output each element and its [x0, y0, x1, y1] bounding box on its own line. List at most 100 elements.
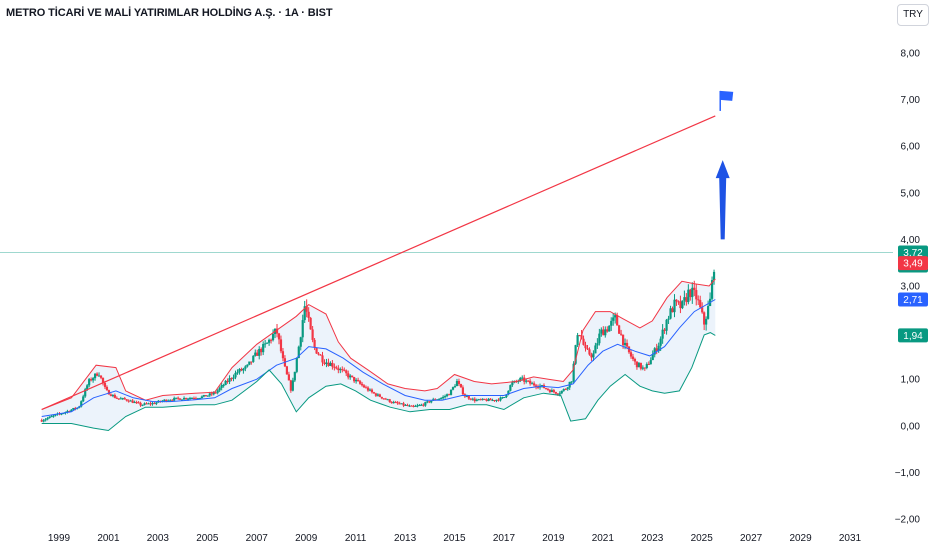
candle-body [422, 404, 425, 406]
candle-body [428, 401, 431, 403]
candle-body [97, 375, 101, 377]
candle-body [327, 362, 330, 366]
candle [129, 399, 132, 402]
candle-body [511, 382, 514, 386]
candle-body [546, 388, 550, 390]
candle [544, 387, 548, 390]
candle-body [145, 403, 148, 405]
time-axis[interactable]: 1999 2001 2003 2005 2007 2009 2011 2013 2015 2017… [48, 533, 862, 544]
candle-body [679, 301, 682, 309]
candle [155, 401, 158, 406]
candle-body [414, 405, 417, 407]
candle-body [449, 389, 453, 395]
candle-body [214, 392, 217, 394]
candle-body [614, 315, 617, 318]
candle [289, 379, 292, 393]
candle [562, 388, 565, 392]
candle [173, 396, 176, 402]
candle [639, 362, 642, 371]
candle [378, 393, 381, 398]
candle-body [663, 329, 666, 331]
candle-body [99, 375, 103, 378]
candle [414, 404, 417, 407]
candle [590, 352, 593, 361]
candle-body [560, 390, 563, 394]
candle-body [252, 355, 255, 362]
candle [349, 374, 352, 380]
candle-body [699, 300, 702, 308]
y-tick-label: 1,00 [901, 375, 921, 386]
candle-body [311, 329, 314, 340]
candle-body [155, 402, 158, 404]
candle-body [184, 398, 188, 400]
candle [529, 378, 532, 386]
candle [364, 385, 368, 389]
drawings[interactable] [0, 90, 893, 411]
candle-body [596, 343, 599, 346]
candle-body [558, 393, 561, 395]
candle-body [153, 403, 156, 405]
candle-body [426, 401, 429, 403]
candle [218, 386, 221, 393]
candle [175, 397, 178, 400]
candle-body [412, 405, 415, 407]
candle-body [84, 389, 87, 397]
candle [564, 388, 567, 391]
candle [390, 401, 393, 404]
candle [592, 350, 595, 362]
candle-body [606, 329, 609, 332]
candle-body [177, 397, 180, 399]
candle [113, 393, 116, 399]
candle [279, 335, 283, 354]
candle-body [188, 398, 192, 400]
candle [228, 375, 231, 385]
candle [471, 397, 474, 401]
candle-body [180, 399, 184, 401]
candle [703, 311, 706, 331]
price-axis[interactable]: 8,007,006,005,004,003,002,001,000,00−1,0… [895, 49, 921, 526]
candle-body [287, 374, 290, 381]
candle [95, 372, 99, 377]
candle [93, 373, 97, 381]
candle-body [374, 393, 377, 396]
candle [153, 402, 156, 405]
candle [362, 384, 366, 388]
candle [705, 316, 708, 331]
candle-body [649, 360, 652, 365]
candle [313, 338, 316, 351]
bollinger-fill-area [41, 279, 716, 431]
candle-body [675, 299, 678, 302]
candle [90, 377, 93, 382]
candle [258, 346, 261, 360]
candle-body [552, 390, 555, 392]
candle [147, 402, 150, 405]
candle-body [598, 333, 601, 344]
candle-body [398, 403, 401, 405]
candle [602, 326, 605, 336]
candle-body [230, 378, 233, 380]
candle [647, 361, 650, 365]
candle-body [455, 380, 459, 387]
candle-body [117, 398, 120, 400]
candle [667, 315, 670, 325]
candle-body [206, 395, 209, 397]
candle [572, 361, 575, 384]
candle-body [481, 398, 484, 400]
currency-selector[interactable]: TRY [897, 4, 929, 26]
candle-body [400, 403, 403, 405]
flag-icon [720, 90, 734, 101]
candle-body [548, 389, 552, 393]
candle-body [194, 398, 198, 400]
candle [347, 370, 350, 380]
candle [343, 367, 346, 372]
x-tick-label: 2023 [641, 533, 664, 544]
candle [121, 397, 124, 401]
candle [616, 312, 619, 326]
candle-body [103, 383, 107, 387]
candle-body [677, 301, 680, 303]
candle [525, 379, 528, 384]
candle [671, 306, 674, 313]
price-badge-label: 3,72 [903, 248, 923, 259]
candle [681, 300, 684, 310]
